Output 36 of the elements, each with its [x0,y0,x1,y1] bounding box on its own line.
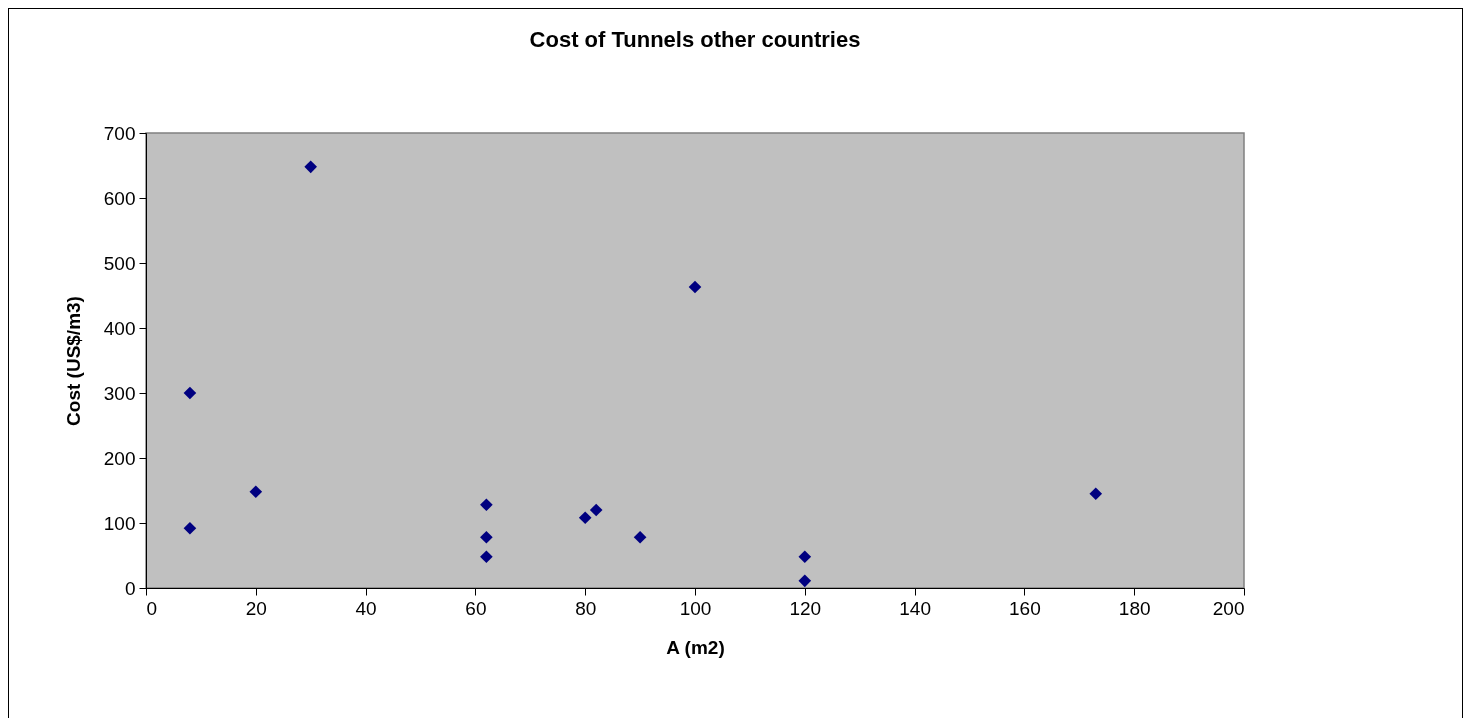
y-axis-title: Cost (US$/m3) [62,296,84,426]
x-tick-label: 40 [355,597,377,619]
x-axis-title: A (m2) [666,636,725,658]
point [1089,487,1103,501]
chart-title: Cost of Tunnels other countries [529,27,861,52]
x-tick-label: 180 [1118,597,1151,619]
y-tick-label: 500 [103,252,136,274]
x-tick-label: 20 [245,597,267,619]
x-tick-label: 160 [1009,597,1041,619]
y-tick-label: 700 [103,122,136,144]
point [304,160,318,174]
point [480,550,493,564]
y-tick-label: 400 [103,317,136,339]
point [183,521,197,535]
y-tick-label: 200 [103,447,136,469]
point [688,280,702,294]
y-tick-label: 100 [103,512,136,534]
y-tick-label: 0 [124,577,136,599]
point [183,386,197,400]
x-tick-label: 80 [575,597,597,619]
point [249,485,263,499]
y-tick-label: 300 [103,382,136,404]
point [589,503,603,517]
point [578,511,592,525]
x-tick-label: 100 [679,597,712,619]
x-tick-label: 120 [789,597,822,619]
point [798,550,812,564]
x-tick-label: 0 [146,597,158,619]
point [633,530,647,544]
y-tick-label: 600 [103,187,136,209]
x-tick-label: 60 [465,597,487,619]
point [480,530,493,544]
x-tick-label: 140 [899,597,931,619]
point [798,574,812,588]
point [480,498,493,512]
x-tick-label: 200 [1212,597,1245,619]
